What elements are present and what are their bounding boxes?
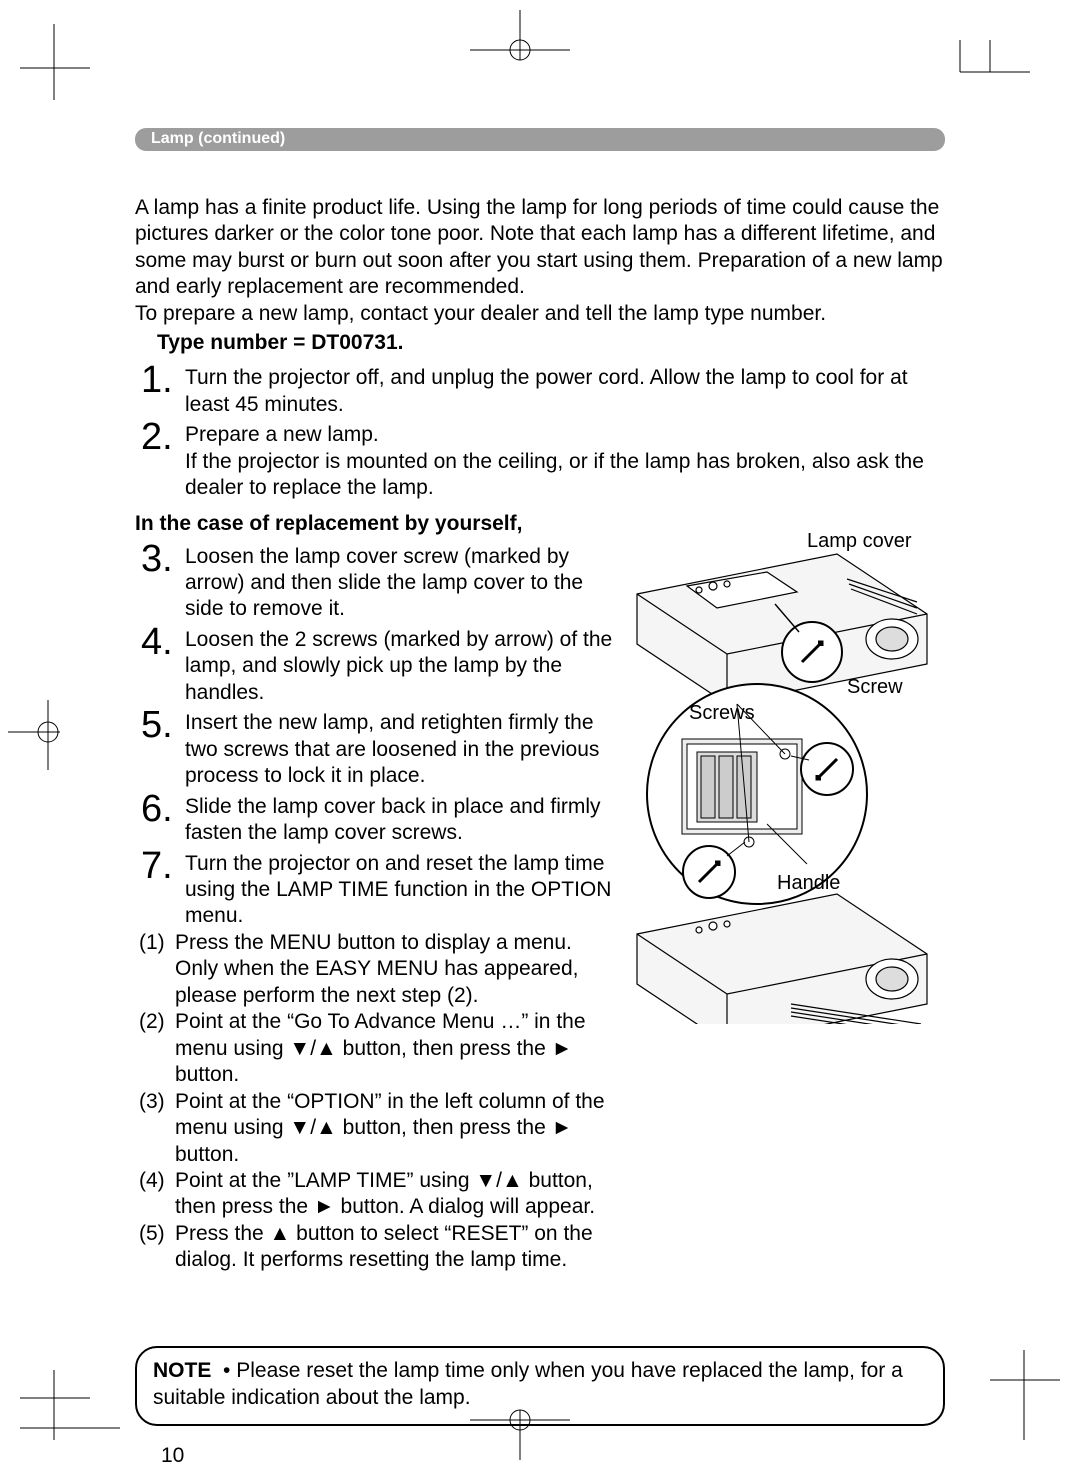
- step-text: Loosen the 2 screws (marked by arrow) of…: [185, 623, 615, 706]
- menu-step-2: (2)Point at the “Go To Advance Menu …” i…: [139, 1009, 615, 1088]
- note-text: Please reset the lamp time only when you…: [153, 1359, 903, 1409]
- step-text: Insert the new lamp, and retighten firml…: [185, 706, 615, 789]
- step-number: 3.: [141, 540, 185, 578]
- step-text: Turn the projector off, and unplug the p…: [185, 361, 945, 418]
- type-number: Type number = DT00731.: [157, 331, 945, 355]
- note-box: NOTE • Please reset the lamp time only w…: [135, 1346, 945, 1426]
- menu-step-4: (4)Point at the ”LAMP TIME” using ▼/▲ bu…: [139, 1168, 615, 1221]
- step-text: Loosen the lamp cover screw (marked by a…: [185, 540, 615, 623]
- step-5: 5. Insert the new lamp, and retighten fi…: [141, 706, 615, 789]
- steps-1-2: 1. Turn the projector off, and unplug th…: [135, 361, 945, 501]
- step-text: Slide the lamp cover back in place and f…: [185, 790, 615, 847]
- note-label: NOTE: [153, 1359, 211, 1382]
- step-2: 2. Prepare a new lamp. If the projector …: [141, 418, 945, 501]
- step-number: 6.: [141, 790, 185, 828]
- step-7: 7. Turn the projector on and reset the l…: [141, 847, 615, 930]
- section-header-bar: Lamp (continued): [135, 128, 945, 151]
- section-header-text: Lamp (continued): [151, 130, 285, 147]
- fig-label-lamp-cover: Lamp cover: [807, 530, 912, 553]
- menu-step-5: (5)Press the ▲ button to select “RESET” …: [139, 1221, 615, 1274]
- step-number: 4.: [141, 623, 185, 661]
- step-number: 2.: [141, 418, 185, 456]
- step-3: 3. Loosen the lamp cover screw (marked b…: [141, 540, 615, 623]
- step-6: 6. Slide the lamp cover back in place an…: [141, 790, 615, 847]
- projector-figure: Lamp cover Screw Screws Handle: [627, 534, 937, 1024]
- right-column: Lamp cover Screw Screws Handle: [627, 540, 945, 1274]
- menu-step-3: (3)Point at the “OPTION” in the left col…: [139, 1089, 615, 1168]
- page-content: Lamp (continued) A lamp has a finite pro…: [135, 128, 945, 1468]
- left-column: 3. Loosen the lamp cover screw (marked b…: [135, 540, 615, 1274]
- step-number: 1.: [141, 361, 185, 399]
- fig-label-screws: Screws: [689, 702, 755, 725]
- step-1: 1. Turn the projector off, and unplug th…: [141, 361, 945, 418]
- step-text: Turn the projector on and reset the lamp…: [185, 847, 615, 930]
- fig-label-handle: Handle: [777, 872, 840, 895]
- fig-label-screw: Screw: [847, 676, 903, 699]
- menu-step-1: (1)Press the MENU button to display a me…: [139, 930, 615, 1009]
- step-number: 7.: [141, 847, 185, 885]
- step-text: Prepare a new lamp. If the projector is …: [185, 418, 945, 501]
- step-4: 4. Loosen the 2 screws (marked by arrow)…: [141, 623, 615, 706]
- menu-steps: (1)Press the MENU button to display a me…: [139, 930, 615, 1274]
- step-number: 5.: [141, 706, 185, 744]
- intro-paragraph: A lamp has a finite product life. Using …: [135, 195, 945, 327]
- note-bullet: •: [223, 1359, 230, 1382]
